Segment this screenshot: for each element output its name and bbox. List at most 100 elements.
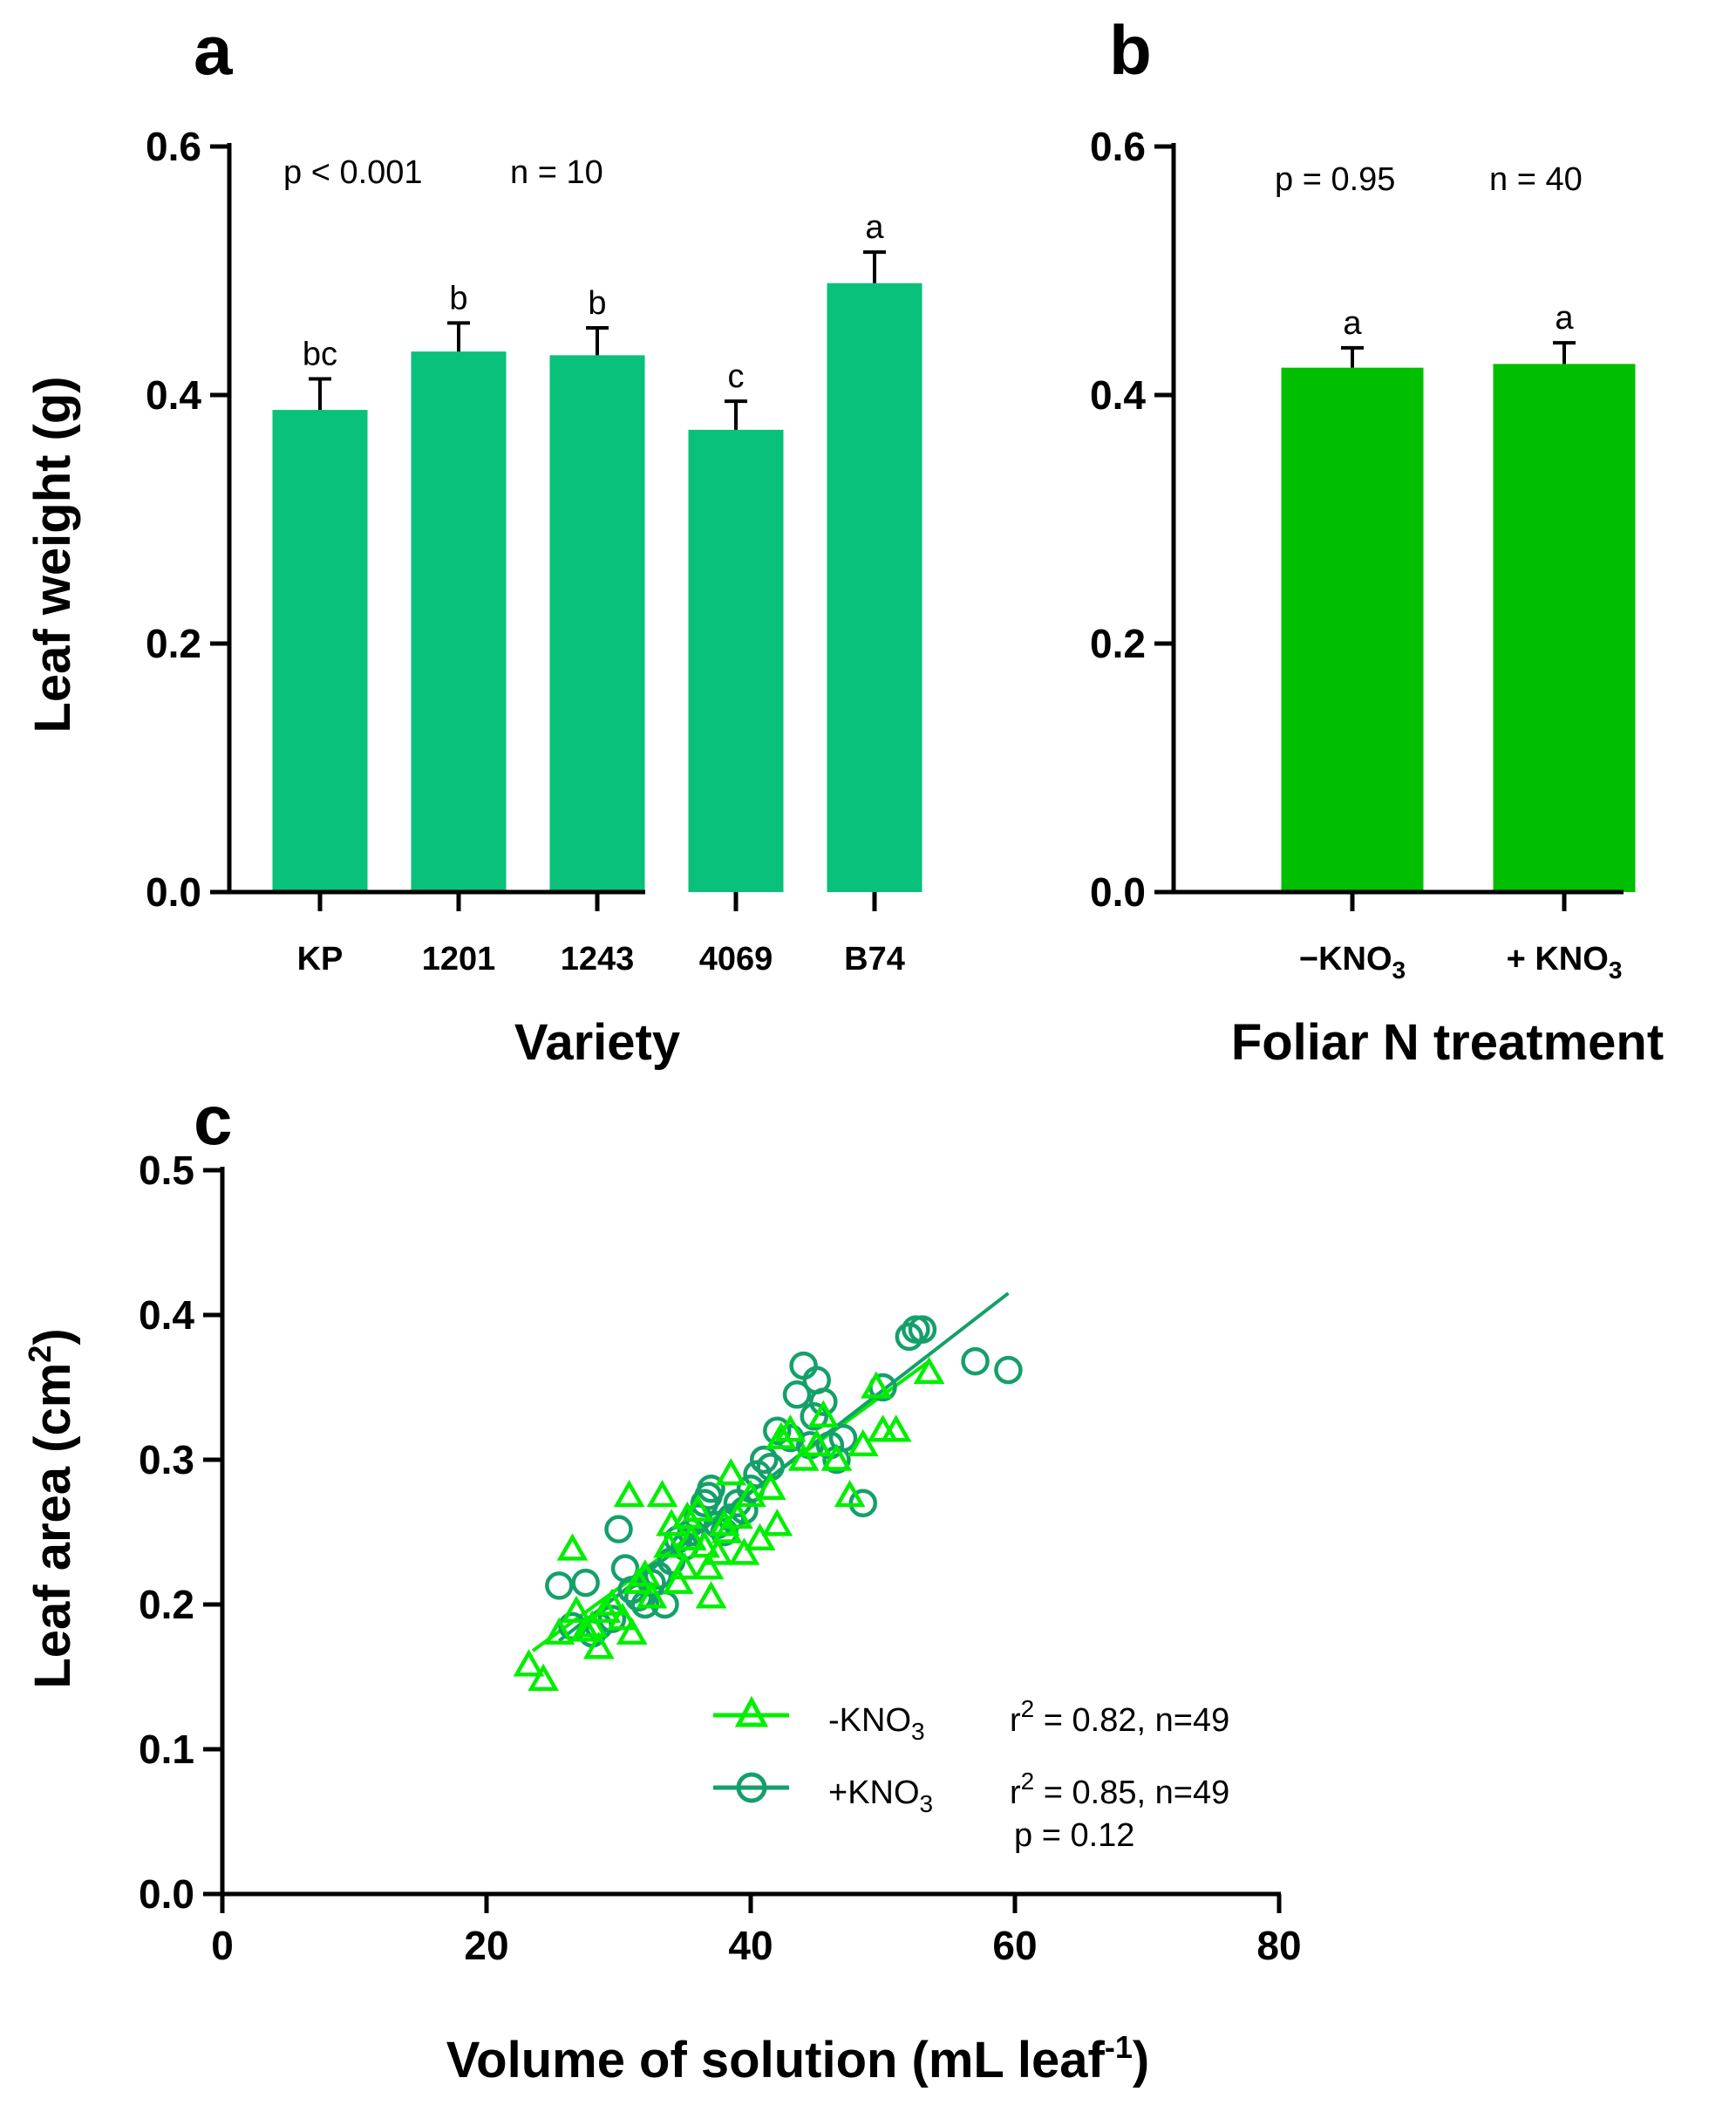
panel-c-p-value: p = 0.12 bbox=[1014, 1817, 1134, 1854]
panel-c-point-minus-kno3 bbox=[629, 1559, 661, 1587]
panel-c-point-minus-kno3 bbox=[735, 1479, 766, 1508]
panel-c-point-minus-kno3 bbox=[721, 1501, 753, 1529]
panel-a-bar bbox=[688, 429, 784, 892]
legend-label-plus-kno3: +KNO3 bbox=[828, 1775, 933, 1817]
panel-c-x-tick-label: 0 bbox=[211, 1923, 234, 1968]
panel-c-point-minus-kno3 bbox=[800, 1428, 833, 1457]
legend-triangle-icon bbox=[734, 1695, 769, 1727]
legend-circle-icon bbox=[736, 1772, 767, 1803]
panel-c-point-minus-kno3 bbox=[765, 1421, 797, 1449]
panel-c-point-minus-kno3 bbox=[616, 1617, 648, 1645]
panel-c-point-minus-kno3 bbox=[543, 1617, 575, 1645]
panel-c-point-plus-kno3 bbox=[800, 1401, 828, 1431]
panel-b-sig-letter: a bbox=[1555, 300, 1574, 337]
panel-a-sig-letter: b bbox=[588, 285, 606, 322]
panel-c-point-minus-kno3 bbox=[528, 1663, 560, 1692]
panel-c-point-minus-kno3 bbox=[582, 1632, 615, 1659]
panel-c-x-tick-label: 40 bbox=[728, 1923, 773, 1968]
panel-b-bar bbox=[1281, 367, 1424, 892]
panel-c-point-minus-kno3 bbox=[623, 1566, 655, 1594]
panel-b-category-label: + KNO3 bbox=[1507, 941, 1623, 984]
panel-c-point-plus-kno3 bbox=[908, 1315, 937, 1344]
panel-a-bar bbox=[411, 351, 507, 892]
panel-a-category-label: 1243 bbox=[561, 941, 635, 978]
panel-c-point-plus-kno3 bbox=[789, 1351, 818, 1380]
panel-b-y-tick-label: 0.2 bbox=[1090, 621, 1146, 666]
panel-c-point-minus-kno3 bbox=[675, 1523, 707, 1551]
panel-c-point-minus-kno3 bbox=[513, 1649, 545, 1677]
panel-a-x-axis: KP 1201 1243 4069 B74 bbox=[229, 889, 905, 978]
panel-a-y-tick-label: 0.0 bbox=[146, 869, 201, 915]
panel-c-point-minus-kno3 bbox=[913, 1356, 945, 1385]
legend-label-minus-kno3: -KNO3 bbox=[828, 1702, 925, 1745]
panel-a-x-title: Variety bbox=[514, 1014, 680, 1071]
panel-c-point-minus-kno3 bbox=[689, 1530, 720, 1558]
panel-c-point-plus-kno3 bbox=[782, 1380, 812, 1409]
panel-a-bars: bcb bca bbox=[272, 209, 922, 893]
panel-b-sig-letter: a bbox=[1343, 305, 1362, 342]
panel-c-point-minus-kno3 bbox=[646, 1479, 678, 1508]
panel-c-y-tick-label: 0.3 bbox=[139, 1437, 194, 1482]
panel-c-x-tick-label: 60 bbox=[992, 1923, 1037, 1968]
panel-c-point-minus-kno3 bbox=[561, 1595, 592, 1624]
panel-c-x-tick-label: 80 bbox=[1256, 1923, 1301, 1968]
panel-c-point-plus-kno3 bbox=[749, 1445, 779, 1475]
legend-stats-minus-kno3: r2 = 0.82, n=49 bbox=[1010, 1695, 1229, 1739]
panel-c-legend: -KNO3 r2 = 0.82, n=49 +KNO3 r2 = 0.85, n… bbox=[713, 1695, 1229, 1854]
panel-b-y-tick-label: 0.0 bbox=[1090, 869, 1146, 915]
panel-c-y-tick-label: 0.2 bbox=[139, 1582, 194, 1627]
panel-c-point-plus-kno3 bbox=[809, 1387, 838, 1416]
panel-c-y-title: Leaf area (cm2) bbox=[22, 1328, 81, 1688]
panel-c-point-minus-kno3 bbox=[662, 1566, 694, 1594]
panel-c-x-tick-label: 20 bbox=[464, 1923, 508, 1968]
panel-c-point-minus-kno3 bbox=[613, 1479, 645, 1508]
panel-c-point-minus-kno3 bbox=[682, 1494, 714, 1522]
panel-c-point-minus-kno3 bbox=[711, 1516, 743, 1543]
panel-c-point-minus-kno3 bbox=[556, 1533, 589, 1561]
panel-c-point-plus-kno3 bbox=[571, 1568, 600, 1598]
panel-c-point-minus-kno3 bbox=[576, 1610, 609, 1638]
panel-b-y-tick-label: 0.4 bbox=[1090, 372, 1146, 418]
panel-c-point-plus-kno3 bbox=[961, 1346, 990, 1376]
panel-c-y-tick-label: 0.1 bbox=[139, 1727, 194, 1772]
panel-a-category-label: 4069 bbox=[699, 941, 773, 978]
panel-c-point-minus-kno3 bbox=[702, 1537, 734, 1565]
panel-a-sig-letter: bc bbox=[303, 336, 337, 372]
panel-b-category-label: −KNO3 bbox=[1299, 941, 1406, 984]
panel-a-bar bbox=[549, 355, 645, 892]
panel-a-y-tick-label: 0.2 bbox=[146, 621, 201, 666]
panel-c-y-axis: 0.0 0.1 0.2 0.3 0.4 0.5 bbox=[139, 1148, 225, 1917]
panel-c-y-tick-label: 0.4 bbox=[139, 1292, 194, 1338]
panel-a-y-tick-label: 0.6 bbox=[146, 124, 201, 169]
panel-b-x-axis: −KNO3 + KNO3 bbox=[1174, 889, 1624, 984]
panel-a-sig-letter: c bbox=[728, 358, 745, 395]
panel-c-y-tick-label: 0.0 bbox=[139, 1871, 194, 1917]
panel-a-y-title: Leaf weight (g) bbox=[24, 376, 81, 732]
panel-a: bcb bca 0.00.20.40.6 KP 1201 1243 4069 B74 p … bbox=[24, 124, 922, 1071]
panel-b-bar bbox=[1493, 364, 1636, 892]
panel-a-n-value: n = 10 bbox=[510, 154, 603, 191]
panel-c-point-minus-kno3 bbox=[728, 1537, 760, 1565]
panel-label-a: a bbox=[194, 11, 233, 89]
panel-c-point-plus-kno3 bbox=[604, 1515, 633, 1543]
panel-c-point-minus-kno3 bbox=[820, 1443, 853, 1471]
panel-c-point-minus-kno3 bbox=[715, 1458, 747, 1486]
panel-c-point-plus-kno3 bbox=[545, 1571, 574, 1600]
panel-a-bar bbox=[827, 283, 922, 892]
panel-c-point-minus-kno3 bbox=[653, 1530, 684, 1558]
panel-a-category-label: 1201 bbox=[422, 941, 496, 978]
panel-label-b: b bbox=[1109, 11, 1152, 89]
panel-c-point-minus-kno3 bbox=[861, 1371, 892, 1399]
panel-b-x-title: Foliar N treatment bbox=[1231, 1014, 1664, 1071]
panel-c-x-title: Volume of solution (mL leaf-1) bbox=[446, 2029, 1149, 2088]
panel-c-point-minus-kno3 bbox=[695, 1581, 727, 1609]
panel-a-category-label: KP bbox=[297, 941, 344, 978]
panel-c-point-minus-kno3 bbox=[847, 1428, 879, 1457]
panel-a-bar bbox=[272, 410, 368, 893]
panel-a-p-value: p < 0.001 bbox=[283, 154, 423, 191]
panel-c-point-minus-kno3 bbox=[787, 1443, 820, 1471]
panel-b-y-axis: 0.0 0.2 0.4 0.6 bbox=[1090, 124, 1176, 915]
